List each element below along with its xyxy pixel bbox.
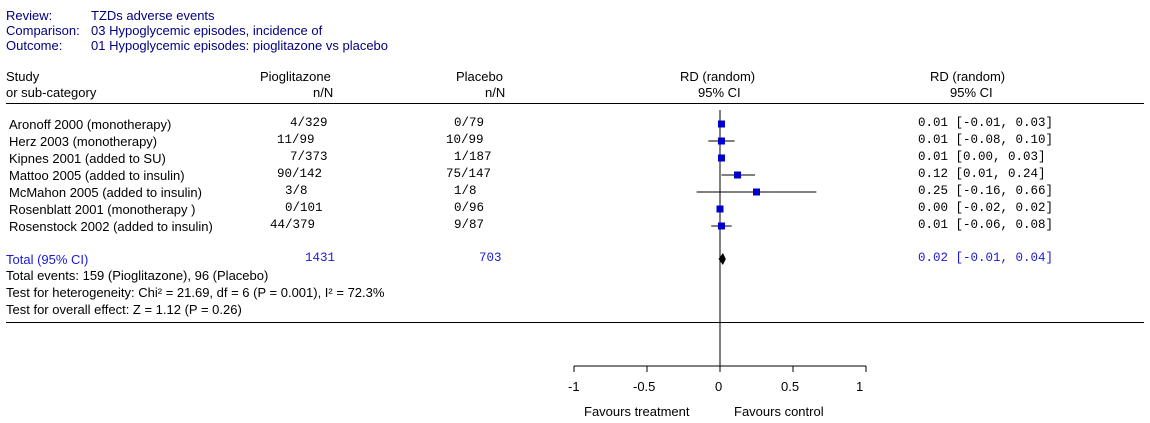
axis-tick-label: -0.5 xyxy=(633,379,656,394)
control-count: 10/99 xyxy=(446,133,484,147)
axis-tick-label: -1 xyxy=(568,379,580,394)
total-events-text: Total events: 159 (Pioglitazone), 96 (Pl… xyxy=(6,268,269,283)
study-name: Rosenblatt 2001 (monotherapy ) xyxy=(9,202,196,217)
control-count: 0/96 xyxy=(454,201,485,215)
control-count: 75/147 xyxy=(446,167,492,181)
study-marker xyxy=(753,188,760,196)
ci-text: 0.00 [-0.02, 0.02] xyxy=(918,201,1054,215)
treatment-count: 0/101 xyxy=(285,201,323,215)
review-label: Review: xyxy=(6,8,53,23)
treatment-count: 44/379 xyxy=(270,218,316,232)
control-count: 1/8 xyxy=(454,184,477,198)
comparison-label: Comparison: xyxy=(6,23,80,38)
col-control-header: Placebo xyxy=(456,69,503,84)
treatment-count: 7/373 xyxy=(290,150,328,164)
col-treatment-header: Pioglitazone xyxy=(260,69,331,84)
treatment-count: 11/99 xyxy=(277,133,315,147)
col-ci-header: RD (random) xyxy=(930,69,1006,84)
heterogeneity-text: Test for heterogeneity: Chi² = 21.69, df… xyxy=(6,285,385,300)
header-divider xyxy=(6,103,1144,104)
study-name: McMahon 2005 (added to insulin) xyxy=(9,185,202,200)
axis-tick-label: 0 xyxy=(715,379,723,394)
study-marker xyxy=(717,154,725,162)
study-name: Herz 2003 (monotherapy) xyxy=(9,134,158,149)
ci-text: 0.25 [-0.16, 0.66] xyxy=(918,184,1054,198)
col-study-subheader: or sub-category xyxy=(6,85,97,100)
comparison-value: 03 Hypoglycemic episodes, incidence of xyxy=(91,23,323,38)
study-name: Kipnes 2001 (added to SU) xyxy=(9,151,166,166)
col-plot-subheader: 95% CI xyxy=(698,85,741,100)
outcome-value: 01 Hypoglycemic episodes: pioglitazone v… xyxy=(91,38,389,53)
treatment-count: 3/8 xyxy=(285,184,308,198)
overall-effect-text: Test for overall effect: Z = 1.12 (P = 0… xyxy=(6,302,242,317)
outcome-label: Outcome: xyxy=(6,38,63,53)
favours-treatment-label: Favours treatment xyxy=(584,404,690,419)
col-treatment-subheader: n/N xyxy=(313,85,334,100)
favours-control-label: Favours control xyxy=(734,404,824,419)
study-name: Aronoff 2000 (monotherapy) xyxy=(9,117,172,132)
control-count: 1/187 xyxy=(454,150,492,164)
study-marker xyxy=(734,171,742,179)
axis-tick-label: 1 xyxy=(856,379,864,394)
ci-text: 0.12 [0.01, 0.24] xyxy=(918,167,1046,181)
study-marker xyxy=(716,205,724,213)
col-ci-subheader: 95% CI xyxy=(950,85,993,100)
col-control-subheader: n/N xyxy=(485,85,506,100)
study-marker xyxy=(717,222,725,230)
study-name: Mattoo 2005 (added to insulin) xyxy=(9,168,185,183)
col-study-header: Study xyxy=(6,69,40,84)
total-ci-text: 0.02 [-0.01, 0.04] xyxy=(918,251,1054,265)
total-label: Total (95% CI) xyxy=(6,252,89,267)
review-value: TZDs adverse events xyxy=(91,8,215,23)
axis-tick-label: 0.5 xyxy=(781,379,800,394)
col-plot-header: RD (random) xyxy=(680,69,756,84)
study-marker xyxy=(717,137,725,145)
treatment-count: 90/142 xyxy=(277,167,323,181)
total-control: 703 xyxy=(479,251,502,265)
study-name: Rosenstock 2002 (added to insulin) xyxy=(9,219,213,234)
control-count: 9/87 xyxy=(454,218,485,232)
ci-text: 0.01 [-0.06, 0.08] xyxy=(918,218,1054,232)
pooled-diamond xyxy=(718,253,726,265)
ci-text: 0.01 [-0.08, 0.10] xyxy=(918,133,1054,147)
ci-text: 0.01 [0.00, 0.03] xyxy=(918,150,1046,164)
treatment-count: 4/329 xyxy=(290,116,328,130)
total-treatment: 1431 xyxy=(305,251,336,265)
study-marker xyxy=(717,120,725,128)
ci-text: 0.01 [-0.01, 0.03] xyxy=(918,116,1054,130)
control-count: 0/79 xyxy=(454,116,485,130)
footer-divider xyxy=(6,322,1144,323)
